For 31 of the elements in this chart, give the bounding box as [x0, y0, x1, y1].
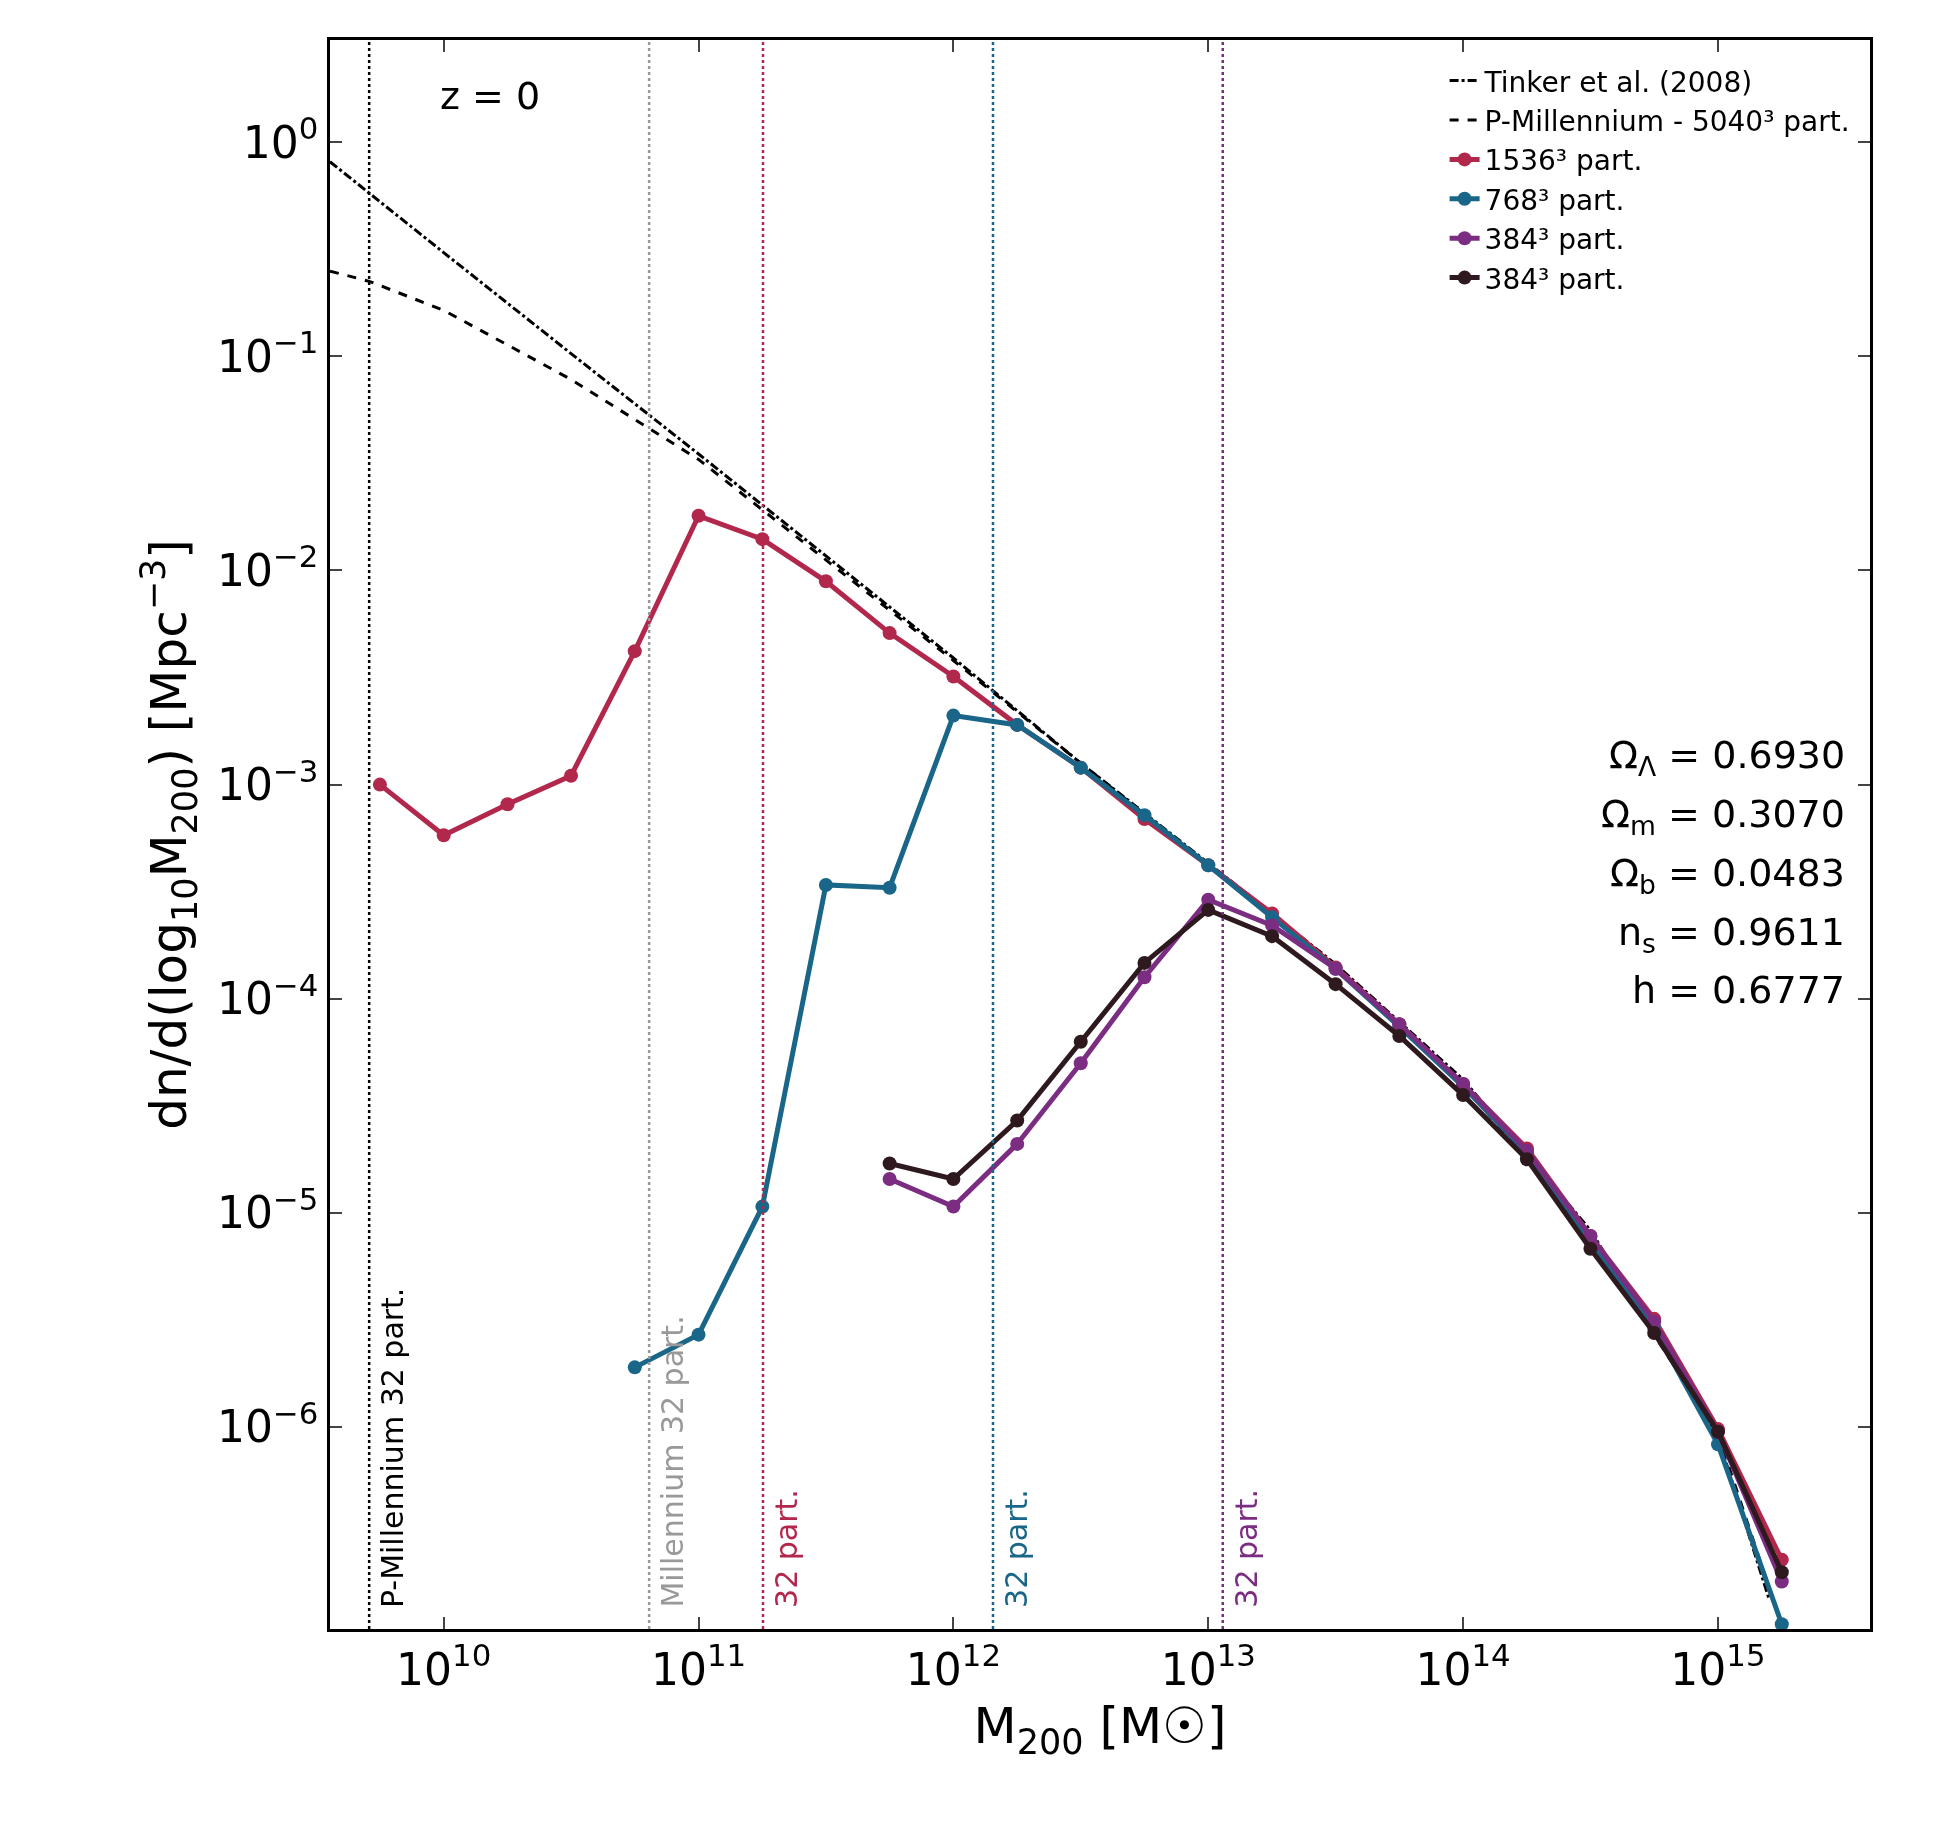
ref-line-label: 32 part. — [999, 1489, 1035, 1608]
y-tick-label: 10$^{−3}$ — [217, 752, 319, 811]
annotation: Ω$_{b}$ = 0.0483 — [1610, 851, 1845, 900]
ref-line-label: 32 part. — [1228, 1488, 1264, 1608]
legend-label: 768³ part. — [1484, 183, 1625, 217]
x-tick-label: 10$^{14}$ — [1415, 1637, 1511, 1695]
ref-line-label: 32 part. — [769, 1489, 805, 1608]
legend-label: 1536³ part. — [1484, 144, 1643, 178]
annotation: z = 0 — [440, 74, 541, 118]
annotation: Ω$_{Λ}$ = 0.6930 — [1609, 733, 1846, 782]
x-tick-label: 10$^{15}$ — [1670, 1637, 1766, 1695]
y-tick-label: 10$^{−2}$ — [217, 538, 319, 596]
ref-line-label: Millennium 32 part. — [654, 1315, 690, 1608]
x-tick-label: 10$^{10}$ — [396, 1637, 492, 1695]
x-tick-label: 10$^{12}$ — [905, 1637, 1001, 1695]
legend-label: 384³ part. — [1484, 223, 1625, 257]
y-tick-label: 10$^{−6}$ — [217, 1394, 319, 1453]
legend-label: Tinker et al. (2008) — [1483, 65, 1753, 99]
x-tick-label: 10$^{13}$ — [1160, 1637, 1256, 1695]
annotation: h = 0.6777 — [1632, 968, 1846, 1012]
y-tick-label: 10$^{0}$ — [242, 110, 319, 168]
y-tick-label: 10$^{−4}$ — [217, 966, 319, 1025]
annotation: Ω$_{m}$ = 0.3070 — [1601, 792, 1845, 841]
ref-line-label: P-Millennium 32 part. — [375, 1287, 411, 1609]
x-axis-title: M$_{200}$ [M☉] — [973, 1697, 1227, 1762]
y-tick-label: 10$^{−5}$ — [217, 1180, 319, 1239]
legend-label: 384³ part. — [1484, 262, 1625, 296]
legend-label: P-Millennium - 5040³ part. — [1484, 104, 1850, 138]
y-tick-label: 10$^{−1}$ — [217, 324, 319, 382]
x-tick-label: 10$^{11}$ — [650, 1637, 747, 1695]
annotation: n$_{s}$ = 0.9611 — [1618, 910, 1845, 959]
